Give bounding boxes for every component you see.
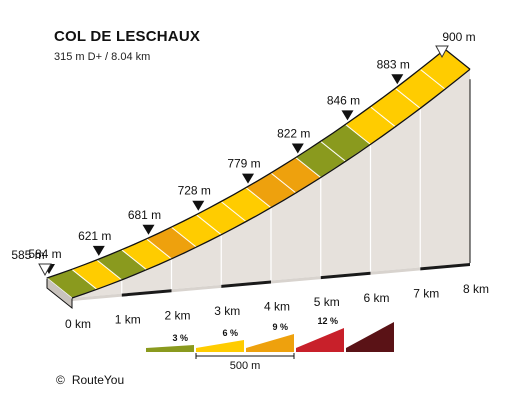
legend-swatch <box>246 334 294 352</box>
distance-tick-label: 7 km <box>413 286 439 300</box>
distance-band-segment <box>171 284 222 293</box>
climb-title: COL DE LESCHAUX <box>54 28 201 45</box>
distance-tick-label: 2 km <box>164 308 190 322</box>
elevation-marker-icon <box>192 200 205 211</box>
elevation-marker-label: 846 m <box>327 93 360 107</box>
elevation-marker-icon <box>391 74 404 85</box>
distance-band-segment <box>320 271 371 280</box>
legend-label: 9 % <box>272 322 288 332</box>
profile-near-edge <box>71 68 471 299</box>
scale-bar-label: 500 m <box>230 360 261 372</box>
distance-band-segment <box>420 263 470 271</box>
legend-swatch <box>196 340 244 352</box>
legend-swatch <box>346 322 394 352</box>
elevation-marker-label: 779 m <box>227 157 260 171</box>
distance-tick-label: 8 km <box>463 282 489 296</box>
legend-label: 3 % <box>172 333 188 343</box>
gradient-segments <box>45 48 471 299</box>
copyright-icon: © <box>56 373 65 387</box>
distance-band-segment <box>221 280 271 288</box>
elevation-marker-label: 822 m <box>277 127 310 141</box>
elevation-marker-label: 584 m <box>28 247 61 261</box>
distance-band-segment <box>121 289 172 297</box>
distance-tick-label: 0 km <box>65 317 91 331</box>
climb-summary: 315 m D+ / 8.04 km <box>54 51 151 63</box>
elevation-marker-label: 621 m <box>78 229 111 243</box>
profile-end-top-edge <box>444 48 471 70</box>
end-marker-icon <box>435 45 449 59</box>
start-marker-icon <box>38 263 52 277</box>
distance-tick-label: 4 km <box>264 300 290 314</box>
end-elevation-label: 900 m <box>442 30 475 44</box>
profile-far-edge <box>46 48 446 279</box>
legend-swatch <box>146 345 194 352</box>
copyright-owner: RouteYou <box>71 373 125 387</box>
elevation-marker-label: 681 m <box>128 208 161 222</box>
elevation-marker-icon <box>341 110 354 121</box>
distance-tick-label: 5 km <box>314 295 340 309</box>
distance-band-segment <box>370 267 421 275</box>
elevation-marker-icon <box>291 143 304 154</box>
distance-tick-labels: 0 km 1 km 2 km 3 km 4 km 5 km 6 km 7 km 8 km <box>65 282 489 331</box>
elevation-markers: 584 m 621 m 681 m 728 m 779 m 822 m 846 m 883 m… <box>11 30 476 277</box>
start-elevation-label: 585 m <box>11 248 44 262</box>
distance-tick-label: 1 km <box>115 313 141 327</box>
profile-side-face <box>72 69 471 298</box>
legend-swatch <box>296 328 344 352</box>
elevation-marker-icon <box>142 224 155 235</box>
gradient-legend: 3 % 6 % 9 % 12 % 500 m <box>146 316 394 372</box>
distance-band-segment <box>72 293 122 301</box>
distance-tick-label: 6 km <box>363 291 389 305</box>
distance-tick-label: 3 km <box>214 304 240 318</box>
legend-label: 6 % <box>222 328 238 338</box>
elevation-marker-icon <box>242 173 254 184</box>
elevation-marker-icon <box>92 245 105 256</box>
copyright-notice: © RouteYou <box>56 373 124 387</box>
legend-label: 12 % <box>317 316 338 326</box>
distance-band-segment <box>271 276 321 284</box>
elevation-marker-label: 728 m <box>178 184 211 198</box>
elevation-marker-label: 883 m <box>377 57 410 71</box>
